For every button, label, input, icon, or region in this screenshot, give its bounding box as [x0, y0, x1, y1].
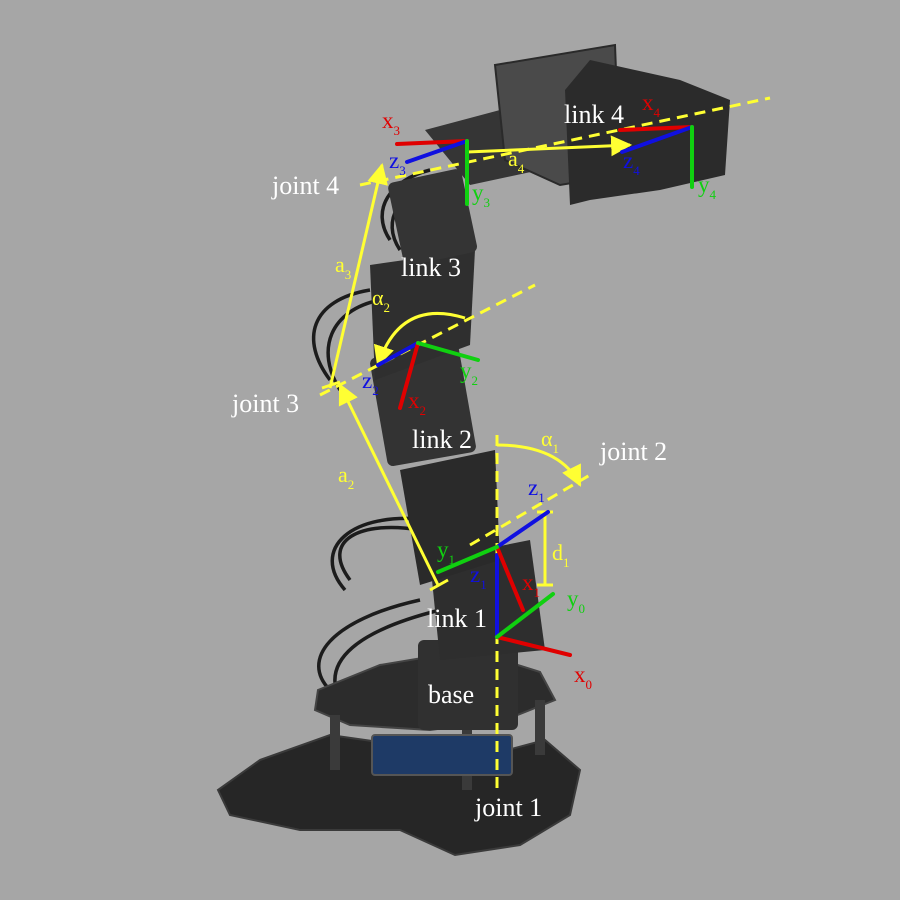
a2-label: a2: [338, 462, 354, 492]
frame0-x-axis: [495, 635, 572, 657]
z1-label: z1: [528, 475, 545, 505]
control-board: [371, 734, 513, 776]
y1-label: y1: [437, 537, 455, 567]
a3-tick: [321, 380, 341, 390]
joint4-axis: [359, 96, 771, 187]
joint4-label: joint 4: [271, 171, 339, 200]
z4-label: z4: [623, 148, 640, 178]
frame1-y-axis: [436, 545, 499, 574]
link4-label: link 4: [564, 100, 624, 129]
link2-body: [400, 450, 500, 585]
x0-label: x0: [574, 662, 592, 692]
x3-label: x3: [382, 108, 400, 138]
alpha2-label: α2: [372, 285, 390, 315]
z1-inner-label: z1: [470, 562, 487, 592]
coordinate-frames: [376, 125, 694, 657]
frame4-z-axis: [620, 125, 694, 154]
z2-label: z2: [362, 368, 379, 398]
frame0-y-axis: [495, 592, 555, 639]
robot-body: [216, 43, 730, 857]
frame2-y-axis: [416, 341, 480, 362]
y3-label: y3: [472, 180, 490, 210]
alpha1-arc: [496, 443, 582, 487]
link2-label: link 2: [412, 425, 472, 454]
frame1-z-axis: [495, 510, 550, 549]
a3-label: a3: [335, 252, 351, 282]
joint3-axis: [319, 283, 536, 397]
link2-servo: [370, 343, 476, 467]
frame3-z-axis: [405, 139, 469, 164]
frame2-z-axis: [376, 341, 420, 367]
link1-label: link 1: [427, 604, 487, 633]
frame1-x-axis: [495, 545, 525, 612]
frame4-x-axis: [618, 125, 694, 132]
a4-line: [466, 135, 633, 157]
z3-label: z3: [389, 148, 406, 178]
joint3-label: joint 3: [231, 389, 299, 418]
base-label: base: [428, 680, 474, 709]
alpha1-label: α1: [541, 426, 559, 456]
a4-label: a4: [508, 146, 525, 176]
x4-label: x4: [642, 90, 661, 120]
link3-servo: [388, 169, 477, 266]
x2-label: x2: [408, 388, 426, 418]
alpha2-arc: [373, 311, 466, 367]
joint2-label: joint 2: [599, 437, 667, 466]
a2-line: [338, 383, 440, 586]
frame2-x-axis: [398, 341, 420, 410]
a2-tick: [429, 578, 449, 592]
base-servo: [418, 640, 518, 730]
frame3-x-axis: [395, 139, 469, 146]
y4-label: y4: [698, 172, 717, 202]
y0-label: y0: [567, 586, 585, 616]
x1-label: x1: [522, 570, 540, 600]
gripper: [565, 60, 730, 205]
a3-line: [328, 162, 388, 389]
y2-label: y2: [460, 358, 478, 388]
link3-label: link 3: [401, 253, 461, 282]
joint1-label: joint 1: [474, 793, 542, 822]
d1-label: d1: [552, 540, 570, 570]
